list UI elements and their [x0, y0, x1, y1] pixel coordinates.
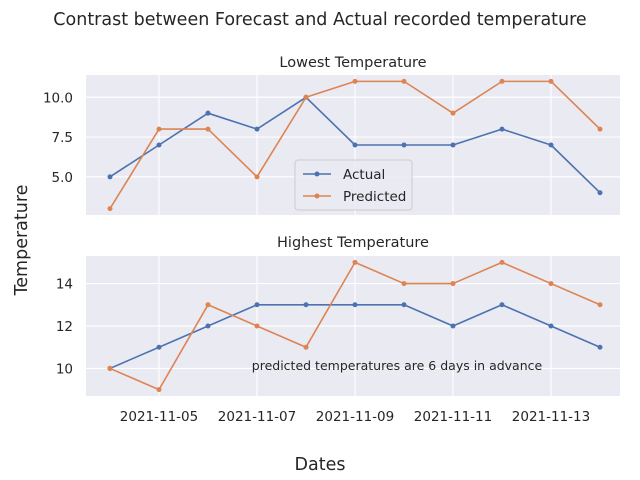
data-point-actual	[401, 142, 407, 148]
x-tick-labels: 2021-11-05 2021-11-07 2021-11-09 2021-11-11…	[120, 409, 590, 425]
data-point-predicted	[254, 323, 260, 329]
data-point-actual	[254, 302, 260, 308]
gridlines-highest	[86, 256, 620, 396]
data-point-predicted	[205, 126, 211, 132]
data-point-predicted	[548, 281, 554, 287]
x-tick-label: 2021-11-09	[316, 409, 394, 425]
data-point-actual	[597, 344, 603, 350]
data-point-predicted	[352, 78, 358, 84]
data-point-actual	[352, 302, 358, 308]
series-lowest	[107, 78, 603, 212]
data-point-predicted	[401, 281, 407, 287]
y-tick-label: 7.5	[52, 130, 73, 146]
x-tick-label: 2021-11-11	[414, 409, 492, 425]
data-point-predicted	[499, 78, 505, 84]
panel-title-highest: Highest Temperature	[277, 235, 429, 251]
legend-actual-label: Actual	[343, 167, 385, 183]
y-tick-label: 14	[56, 277, 73, 293]
data-point-actual	[107, 174, 113, 180]
x-tick-label: 2021-11-13	[512, 409, 590, 425]
y-axis-label: Temperature	[12, 185, 32, 297]
y-tick-label: 10	[56, 361, 73, 377]
legend-actual-swatch-marker	[314, 171, 320, 177]
data-point-predicted	[303, 94, 309, 100]
y-tick-label: 12	[56, 319, 73, 335]
data-point-actual	[156, 344, 162, 350]
data-point-actual	[499, 302, 505, 308]
data-point-actual	[352, 142, 358, 148]
data-point-predicted	[156, 387, 162, 393]
data-point-predicted	[597, 126, 603, 132]
data-point-actual	[597, 190, 603, 196]
data-point-actual	[499, 126, 505, 132]
data-point-actual	[303, 302, 309, 308]
data-point-predicted	[254, 174, 260, 180]
data-point-predicted	[597, 302, 603, 308]
data-point-predicted	[107, 206, 113, 212]
series-highest	[107, 259, 603, 393]
x-tick-label: 2021-11-07	[218, 409, 296, 425]
data-point-predicted	[205, 302, 211, 308]
x-tick-label: 2021-11-05	[120, 409, 198, 425]
data-point-predicted	[548, 78, 554, 84]
y-tick-label: 10.0	[43, 90, 73, 106]
data-point-predicted	[499, 259, 505, 265]
data-point-actual	[401, 302, 407, 308]
panel-title-lowest: Lowest Temperature	[279, 55, 426, 71]
legend: Actual Predicted	[294, 159, 413, 211]
data-point-actual	[548, 142, 554, 148]
data-point-predicted	[303, 344, 309, 350]
y-ticks-lowest: 5.0 7.5 10.0	[43, 90, 73, 186]
legend-box	[294, 159, 413, 211]
data-point-predicted	[352, 259, 358, 265]
data-point-predicted	[156, 126, 162, 132]
data-point-predicted	[450, 110, 456, 116]
data-point-actual	[156, 142, 162, 148]
data-point-actual	[205, 110, 211, 116]
x-axis-label: Dates	[295, 455, 346, 475]
data-point-actual	[450, 142, 456, 148]
legend-predicted-swatch-marker	[314, 193, 320, 199]
panel-highest-temperature: Highest Temperature 10 12 14 predicted tem…	[56, 235, 620, 396]
data-point-actual	[254, 126, 260, 132]
chart-annotation: predicted temperatures are 6 days in adv…	[252, 358, 543, 373]
data-point-actual	[450, 323, 456, 329]
data-point-predicted	[450, 281, 456, 287]
data-point-predicted	[107, 365, 113, 371]
y-tick-label: 5.0	[52, 170, 73, 186]
figure-title: Contrast between Forecast and Actual rec…	[53, 10, 586, 30]
data-point-predicted	[401, 78, 407, 84]
data-point-actual	[548, 323, 554, 329]
data-point-actual	[205, 323, 211, 329]
y-ticks-highest: 10 12 14	[56, 277, 73, 378]
legend-predicted-label: Predicted	[343, 189, 406, 205]
